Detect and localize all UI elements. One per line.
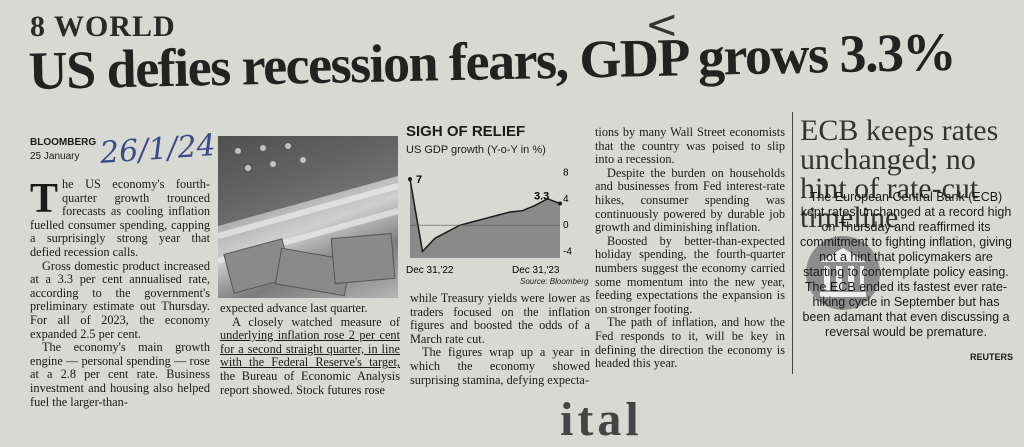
- column-divider: [792, 112, 793, 374]
- y-tick-label: 8: [563, 168, 569, 179]
- paragraph-start: A closely watched measure of: [232, 314, 400, 329]
- paragraph: while Treasury yields were lower as trad…: [410, 291, 590, 346]
- sidebar-credit: REUTERS: [970, 352, 1014, 362]
- y-tick-label: -4: [563, 246, 572, 257]
- chart-subtitle: US GDP growth (Y-o-Y in %): [406, 144, 546, 156]
- article-column-2: expected advance last quarter. A closely…: [220, 301, 400, 397]
- article-column-4: tions by many Wall Street economists tha…: [595, 125, 785, 371]
- chart-line: [409, 179, 561, 254]
- handwritten-date: 26/1/24: [98, 128, 217, 171]
- byline: BLOOMBERG: [30, 137, 97, 148]
- paragraph: expected advance last quarter.: [220, 301, 368, 315]
- gdp-chart: 8 4 0 -4 7 3.3 Dec 31,'22 Dec 31,'23: [406, 168, 572, 276]
- lead-paragraph: he US economy's fourth-quarter growth tr…: [30, 177, 210, 259]
- underlined-text: underlying inflation rose 2 per cent for…: [220, 328, 400, 370]
- paragraph: The figures wrap up a year in which the …: [410, 345, 590, 387]
- y-tick-label: 4: [563, 194, 569, 205]
- sidebar-paragraph: The European Central Bank (ECB) kept rat…: [800, 190, 1012, 339]
- y-tick-label: 0: [563, 220, 569, 231]
- data-label-start: 7: [416, 174, 422, 186]
- flag-money-photo: [218, 136, 398, 298]
- bank-icon: [806, 236, 880, 310]
- x-tick-label: Dec 31,'23: [512, 265, 560, 276]
- section-label: 8 WORLD: [30, 10, 176, 43]
- paragraph: The economy's main growth engine — perso…: [30, 340, 210, 409]
- data-label-end: 3.3: [534, 190, 549, 202]
- paragraph-end: the Bureau of Economic Analysis report s…: [220, 368, 400, 397]
- handwritten-mark: <: [645, 2, 679, 48]
- data-point-start: [408, 177, 412, 182]
- next-headline-fragment: ital: [560, 393, 643, 446]
- paragraph: Boosted by better-than-expected holiday …: [595, 233, 785, 316]
- dateline: 25 January: [30, 151, 80, 162]
- chart-title: SIGH OF RELIEF: [406, 123, 526, 140]
- paragraph: tions by many Wall Street economists tha…: [595, 125, 785, 167]
- chart-area: [410, 179, 560, 258]
- paragraph: The path of inflation, and how the Fed r…: [595, 315, 785, 371]
- paragraph: Gross domestic product increased at a 3.…: [30, 258, 210, 341]
- data-point-end: [558, 201, 562, 206]
- x-tick-label: Dec 31,'22: [406, 265, 454, 276]
- sidebar-headline: ECB keeps rates unchanged; no hint of ra…: [800, 114, 999, 234]
- paragraph: Despite the burden on households and bus…: [595, 165, 785, 235]
- sidebar-body: The European Central Bank (ECB) kept rat…: [800, 190, 1012, 340]
- chart-source: Source: Bloomberg: [520, 277, 589, 286]
- article-column-3: while Treasury yields were lower as trad…: [410, 291, 590, 387]
- dropcap: T: [30, 176, 59, 222]
